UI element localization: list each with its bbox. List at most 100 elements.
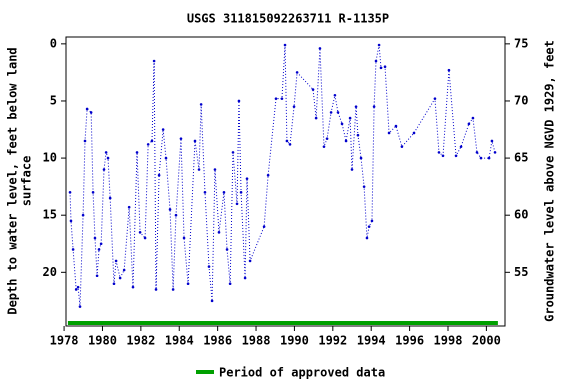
data-point <box>157 173 161 177</box>
data-point <box>350 168 354 171</box>
data-point <box>372 105 376 108</box>
x-tick-label: 1986 <box>203 334 232 348</box>
data-point <box>171 288 175 291</box>
data-point <box>97 248 101 251</box>
x-tick-label: 1982 <box>126 334 155 348</box>
data-point <box>367 225 371 228</box>
data-point <box>108 196 112 200</box>
y-axis-label: Depth to water level, feet below land <box>6 47 20 314</box>
data-point <box>318 47 322 50</box>
data-point <box>203 191 207 194</box>
data-point <box>383 65 387 68</box>
data-point <box>493 151 497 154</box>
data-point <box>207 265 211 268</box>
x-tick-label: 1980 <box>88 334 117 348</box>
data-point <box>122 268 126 272</box>
data-point <box>243 276 247 280</box>
data-point <box>231 151 235 154</box>
data-point <box>266 173 270 177</box>
data-point <box>213 168 217 171</box>
y-axis-label: surface <box>20 156 34 207</box>
y-tick-label: 15 <box>43 208 57 222</box>
data-point <box>370 219 374 223</box>
data-point <box>131 285 135 289</box>
y2-tick-label: 65 <box>514 151 528 165</box>
data-point <box>237 99 241 103</box>
data-point <box>400 145 404 148</box>
y-tick-label: 10 <box>43 151 57 165</box>
data-point <box>471 116 475 120</box>
data-point <box>412 131 416 135</box>
data-point <box>186 282 190 286</box>
data-point <box>154 288 158 291</box>
data-point <box>112 282 116 286</box>
data-point <box>295 71 299 74</box>
data-point <box>387 131 391 135</box>
x-tick-label: 1978 <box>50 334 79 348</box>
data-point <box>199 103 203 106</box>
data-point <box>245 177 249 180</box>
data-point <box>71 248 75 251</box>
x-tick-label: 1988 <box>242 334 271 348</box>
data-point <box>135 151 139 154</box>
data-point <box>69 219 73 223</box>
data-point <box>210 299 214 303</box>
data-point <box>459 145 463 148</box>
data-point <box>102 168 106 171</box>
data-point <box>235 202 239 206</box>
data-point <box>329 111 333 114</box>
data-point <box>81 213 85 217</box>
data-point <box>143 236 147 240</box>
data-point <box>161 128 165 131</box>
x-tick-label: 1996 <box>395 334 424 348</box>
x-tick-label: 2000 <box>472 334 501 348</box>
data-point <box>362 185 366 188</box>
data-point <box>222 191 226 194</box>
data-point <box>374 59 378 63</box>
data-point <box>348 116 352 120</box>
data-point <box>433 97 437 100</box>
data-point <box>68 191 72 194</box>
y2-tick-label: 60 <box>514 208 528 222</box>
data-point <box>248 259 252 263</box>
data-point <box>83 139 87 143</box>
y-tick-label: 20 <box>43 265 57 279</box>
data-point <box>467 122 471 126</box>
x-tick-label: 1992 <box>318 334 347 348</box>
y-tick-label: 0 <box>50 36 57 50</box>
data-point <box>314 116 318 120</box>
data-point <box>182 236 186 240</box>
data-point <box>288 143 292 146</box>
data-point <box>377 43 381 47</box>
data-point <box>99 242 103 246</box>
data-point <box>118 276 122 280</box>
data-point <box>106 156 110 160</box>
data-point <box>239 191 243 194</box>
data-point <box>447 68 451 72</box>
data-point <box>93 236 97 240</box>
chart-title: USGS 311815092263711 R-1135P <box>187 12 389 26</box>
x-tick-label: 1998 <box>434 334 463 348</box>
data-point <box>340 122 344 126</box>
data-point <box>146 143 150 146</box>
y2-tick-label: 55 <box>514 265 528 279</box>
x-tick-label: 1990 <box>280 334 309 348</box>
data-point <box>95 274 99 278</box>
data-point <box>280 97 284 100</box>
data-point <box>379 66 383 70</box>
data-point <box>85 107 89 111</box>
data-point <box>311 88 315 91</box>
data-point <box>152 59 156 63</box>
plot-frame <box>65 36 506 327</box>
data-point <box>274 97 278 100</box>
legend-label: Period of approved data <box>219 366 385 380</box>
data-point <box>164 156 168 160</box>
series-line <box>69 44 496 307</box>
data-point <box>333 93 337 97</box>
data-point <box>437 151 441 154</box>
data-point <box>76 285 80 289</box>
data-point <box>228 282 232 286</box>
y2-tick-label: 70 <box>514 93 528 107</box>
